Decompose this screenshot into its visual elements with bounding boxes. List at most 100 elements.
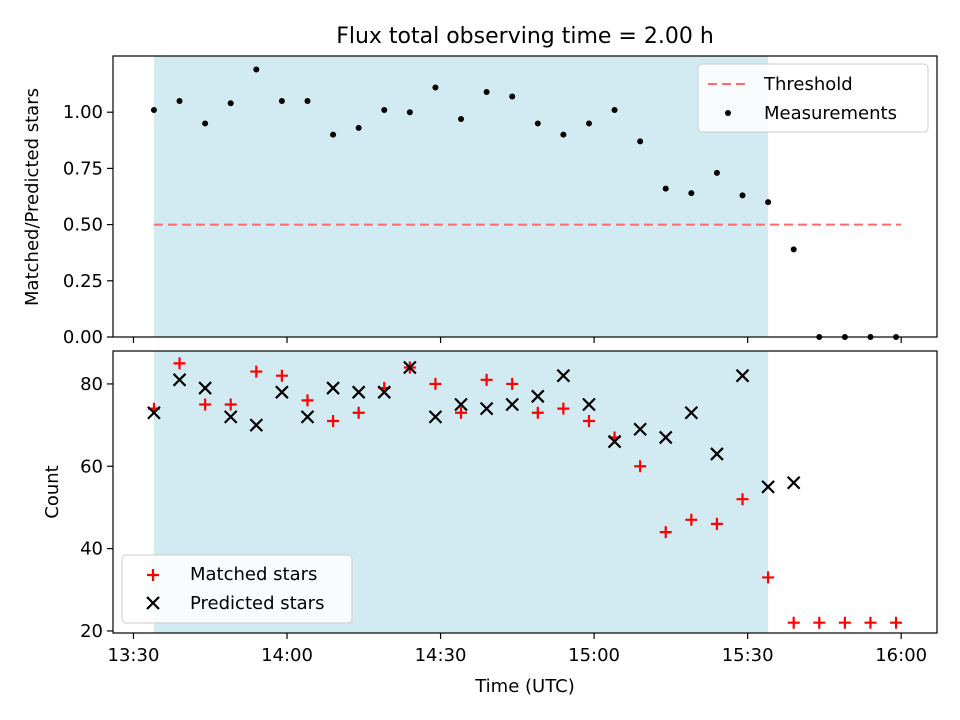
measurement-point <box>483 88 490 95</box>
predicted-stars-point <box>556 368 571 383</box>
legend-matched-label: Matched stars <box>190 564 317 585</box>
measurement-point <box>278 97 285 104</box>
matched-stars-point <box>659 526 672 539</box>
predicted-stars-point <box>531 389 545 404</box>
matched-stars-point <box>327 414 340 427</box>
measurement-point <box>688 190 695 197</box>
measurement-point <box>585 120 592 127</box>
measurement-point <box>739 192 746 199</box>
predicted-stars-point <box>326 381 340 395</box>
measurement-point <box>432 84 439 91</box>
predicted-stars-point <box>454 397 468 412</box>
measurement-point <box>534 120 541 127</box>
predicted-stars-point <box>172 373 187 387</box>
measurement-point <box>611 106 618 113</box>
matched-stars-point <box>787 616 800 629</box>
measurement-point <box>509 93 516 100</box>
measurement-point <box>637 138 644 145</box>
predicted-stars-point <box>377 385 392 399</box>
predicted-stars-point <box>351 385 366 399</box>
x-axis-label: Time (UTC) <box>474 676 575 697</box>
matched-stars-point <box>506 377 519 390</box>
predicted-stars-point <box>607 434 622 449</box>
predicted-stars-point <box>403 360 417 375</box>
predicted-stars-point <box>658 430 673 445</box>
matched-stars-point <box>250 365 263 378</box>
matched-stars-point <box>173 357 186 370</box>
matched-stars-point <box>634 460 647 473</box>
measurement-point <box>150 106 157 113</box>
measurement-point <box>176 97 183 104</box>
matched-stars-point <box>864 616 877 629</box>
matched-stars-point <box>762 571 775 584</box>
x-tick-label: 13:30 <box>108 645 160 666</box>
legend-predicted-swatch <box>146 596 160 610</box>
y-tick-label: 20 <box>80 621 103 642</box>
bottom-panel: 20 40 60 80 13:30 14:00 14:30 15:00 15:30 16:00 Ma… <box>80 350 938 666</box>
matched-stars-point <box>813 616 826 629</box>
matched-stars-point <box>710 517 723 530</box>
y-tick-label: 0.00 <box>63 327 103 348</box>
matched-stars-point <box>199 398 212 411</box>
predicted-stars-point <box>684 405 699 420</box>
matched-stars-point <box>685 513 698 526</box>
axes-frame <box>112 55 938 338</box>
y-tick-label: 0.25 <box>63 271 103 292</box>
shaded-region <box>153 56 769 337</box>
x-tick-label: 16:00 <box>875 645 927 666</box>
predicted-stars-point <box>582 397 596 412</box>
axes-frame <box>112 350 938 634</box>
y-tick-label: 0.75 <box>63 158 103 179</box>
predicted-stars-point <box>223 410 238 424</box>
measurement-point <box>662 185 669 192</box>
x-tick-label: 15:00 <box>568 645 620 666</box>
legend-matched-swatch <box>147 569 159 581</box>
measurement-point <box>790 246 797 253</box>
chart-title: Flux total observing time = 2.00 h <box>336 24 714 49</box>
y-tick-label: 40 <box>80 539 103 560</box>
legend-measurements-label: Measurements <box>764 103 897 124</box>
matched-stars-point <box>890 616 903 629</box>
top-panel: 0.00 0.25 0.50 0.75 1.00 Threshold Measurement… <box>63 55 938 348</box>
predicted-stars-point <box>147 405 161 420</box>
matched-stars-point <box>480 373 493 386</box>
matched-stars-point <box>582 414 595 427</box>
matched-stars-point <box>275 369 288 382</box>
matched-stars-point <box>455 406 468 419</box>
measurement-point <box>227 100 234 107</box>
measurement-point <box>713 169 720 176</box>
bottom-y-axis-label: Count <box>42 465 63 518</box>
legend-threshold-label: Threshold <box>763 74 853 95</box>
matched-stars-point <box>531 406 544 419</box>
y-tick-label: 60 <box>80 456 103 477</box>
predicted-stars-point <box>786 475 801 490</box>
x-tick-label: 15:30 <box>722 645 774 666</box>
legend-measurements-swatch <box>725 110 731 116</box>
measurement-point <box>253 66 260 73</box>
matched-stars-point <box>352 406 365 419</box>
top-y-axis-label: Matched/Predicted stars <box>22 88 43 306</box>
matched-stars-point <box>429 377 442 390</box>
predicted-stars-point <box>633 422 647 436</box>
predicted-stars-point <box>735 368 750 383</box>
measurement-point <box>330 131 337 138</box>
measurement-point <box>560 131 567 138</box>
matched-stars-point <box>838 616 851 629</box>
legend-box <box>697 63 929 133</box>
matched-stars-point <box>224 398 237 411</box>
legend-predicted-label: Predicted stars <box>190 593 324 614</box>
matched-stars-point <box>557 402 570 415</box>
measurement-point <box>381 106 388 113</box>
y-tick-label: 80 <box>80 374 103 395</box>
predicted-stars-point <box>761 480 775 494</box>
predicted-stars-point <box>275 385 289 399</box>
measurement-point <box>304 97 311 104</box>
measurement-point <box>202 120 209 127</box>
measurement-point <box>458 115 465 122</box>
predicted-stars-point <box>710 447 724 461</box>
predicted-stars-point <box>300 410 315 424</box>
predicted-stars-point <box>505 397 519 412</box>
predicted-stars-point <box>249 418 264 432</box>
x-tick-label: 14:30 <box>415 645 467 666</box>
